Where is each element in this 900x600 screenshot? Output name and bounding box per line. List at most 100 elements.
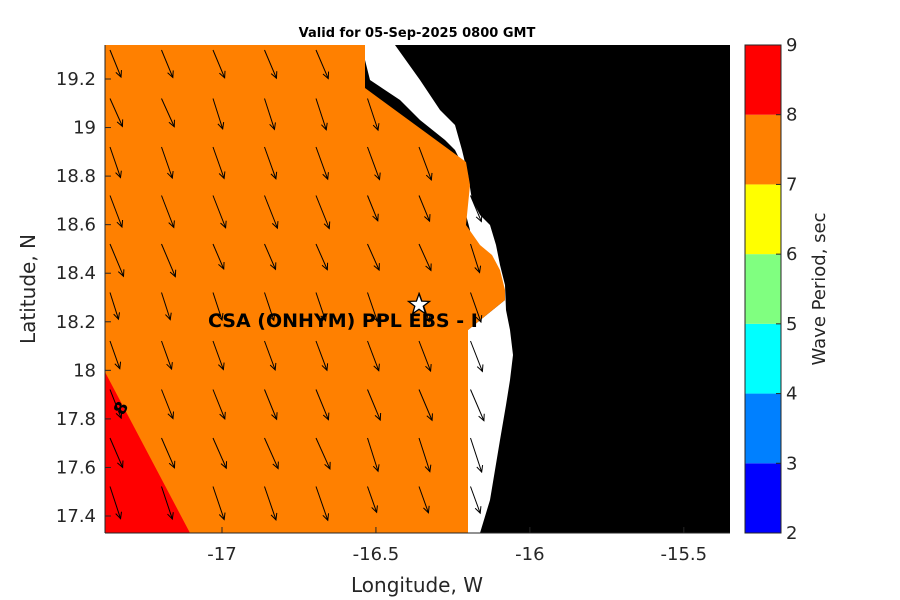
- wave-arrow: [470, 389, 485, 421]
- wave-arrow: [109, 437, 124, 468]
- colorbar-tick-label: 3: [786, 453, 797, 474]
- wave-arrow: [109, 389, 122, 419]
- wave-arrow-head: [219, 411, 226, 420]
- colorbar-bin: [745, 114, 781, 185]
- wave-arrow-head: [270, 71, 278, 80]
- wave-arrow-head: [424, 214, 431, 223]
- wave-arrow: [418, 243, 432, 271]
- wave-arrow-head: [167, 70, 174, 79]
- wave-arrow: [315, 292, 327, 321]
- wave-arrow: [264, 437, 279, 469]
- colorbar-tick-label: 9: [786, 35, 797, 56]
- wave-arrow-head: [117, 269, 125, 278]
- colorbar: 2 3 4 5 6 7 8 9: [744, 35, 797, 544]
- wave-arrow: [418, 146, 432, 181]
- wave-arrow-head: [166, 362, 173, 371]
- wave-direction-arrows: [109, 49, 485, 522]
- wave-arrow-head: [372, 314, 379, 323]
- wave-arrow: [470, 437, 483, 473]
- period-7-8-region: [105, 45, 505, 533]
- wave-arrow-head: [425, 172, 433, 182]
- y-axis-label: Latitude, N: [16, 234, 40, 344]
- wave-arrow: [264, 340, 276, 371]
- wave-arrow-head: [270, 512, 278, 521]
- wave-arrow-head: [475, 315, 483, 324]
- colorbar-bin: [745, 323, 781, 394]
- wave-arrow: [315, 98, 327, 130]
- wave-arrow-head: [425, 263, 432, 272]
- wave-arrow: [212, 98, 224, 130]
- wave-arrow-head: [270, 171, 278, 180]
- wave-arrow-head: [216, 313, 224, 322]
- wave-arrow-head: [218, 362, 225, 371]
- wave-arrow-head: [373, 263, 380, 272]
- wave-arrow-head: [271, 412, 278, 421]
- wave-arrow: [212, 146, 225, 179]
- period-8-9-region: [105, 372, 190, 533]
- wave-arrow-head: [324, 461, 331, 470]
- wave-arrow-head: [321, 262, 329, 271]
- wave-arrow-head: [320, 313, 327, 322]
- wave-arrow-head: [474, 506, 482, 515]
- wave-arrow: [212, 292, 223, 321]
- y-ticks: 17.4 17.6 17.8 18 18.2 18.4 18.6 18.8 19 19.2: [56, 69, 111, 527]
- y-tick-label: 17.8: [56, 409, 96, 430]
- wave-arrow: [109, 243, 124, 277]
- colorbar-bin: [745, 254, 781, 324]
- wave-arrow-head: [168, 220, 175, 229]
- wave-arrow: [212, 340, 224, 370]
- wave-arrow: [367, 98, 379, 131]
- wave-arrow: [418, 389, 433, 421]
- y-tick-label: 19: [73, 118, 96, 139]
- wave-arrow: [315, 340, 328, 371]
- wave-arrow-head: [116, 119, 124, 128]
- y-tick-label: 17.4: [56, 506, 96, 527]
- wave-arrow-head: [423, 314, 431, 323]
- wave-arrow-head: [423, 505, 430, 514]
- wave-arrow: [264, 243, 276, 270]
- wave-arrow: [470, 292, 482, 323]
- wave-arrow: [315, 195, 330, 229]
- nodata-coastal-strip: [365, 45, 513, 533]
- wave-arrow: [212, 389, 226, 420]
- wave-arrow-head: [114, 361, 122, 370]
- y-tick-label: 19.2: [56, 69, 96, 90]
- wave-arrow: [109, 49, 122, 78]
- y-tick-label: 18.2: [56, 312, 96, 333]
- wave-arrow-head: [424, 464, 432, 473]
- wave-arrow: [161, 98, 175, 127]
- wave-arrow: [161, 49, 174, 78]
- wave-arrow-head: [115, 70, 122, 79]
- wave-arrow-head: [321, 122, 328, 131]
- station-annotation: CSA (ONHYM) PPL EBS - I: [208, 310, 478, 332]
- colorbar-label: Wave Period, sec: [809, 212, 830, 365]
- wave-arrow: [161, 243, 176, 277]
- wave-arrow: [161, 486, 173, 520]
- wave-arrow-head: [117, 460, 124, 469]
- wave-arrow: [367, 437, 379, 472]
- wave-arrow: [315, 389, 329, 420]
- wave-arrow-head: [269, 122, 276, 131]
- map-plot-area: 8 CSA (ONHYM) PPL EBS - I: [105, 45, 730, 533]
- wave-arrow: [264, 146, 277, 179]
- x-tick-label: -15.5: [661, 544, 708, 565]
- wave-arrow: [315, 243, 328, 270]
- x-tick-label: -16.5: [353, 544, 400, 565]
- colorbar-tick-label: 7: [786, 174, 797, 195]
- wave-arrow-head: [374, 172, 381, 181]
- wave-arrow: [470, 340, 483, 372]
- colorbar-tick-label: 8: [786, 105, 797, 126]
- wave-arrow-head: [371, 505, 378, 514]
- colorbar-tick-label: 6: [786, 244, 797, 265]
- wave-arrow: [264, 49, 277, 79]
- wave-arrow: [264, 195, 278, 229]
- wave-arrow: [161, 146, 173, 179]
- wave-arrow: [109, 292, 119, 320]
- wave-arrow-head: [475, 214, 483, 223]
- wave-arrow: [212, 486, 225, 520]
- colorbar-bin: [745, 463, 781, 533]
- wave-arrow-head: [218, 512, 226, 521]
- x-tick-label: -17: [207, 544, 236, 565]
- wave-arrow-head: [425, 364, 432, 373]
- wave-arrow-head: [322, 71, 330, 80]
